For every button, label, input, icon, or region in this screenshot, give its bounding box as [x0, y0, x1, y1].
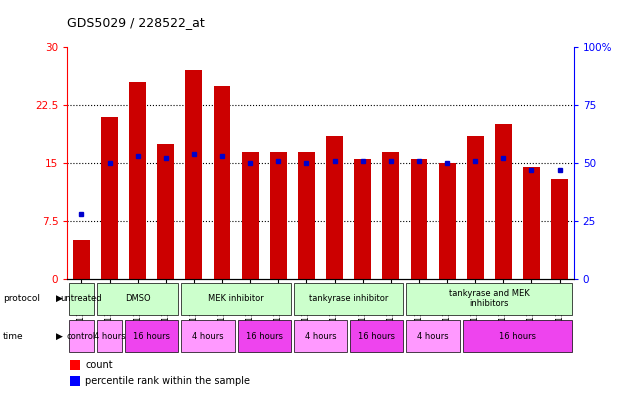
Bar — [69, 320, 94, 352]
Text: MEK inhibitor: MEK inhibitor — [208, 294, 264, 303]
Text: 16 hours: 16 hours — [246, 332, 283, 340]
Text: time: time — [3, 332, 24, 340]
Bar — [69, 283, 94, 314]
Text: 16 hours: 16 hours — [358, 332, 395, 340]
Bar — [406, 320, 460, 352]
Bar — [467, 136, 484, 279]
Bar — [294, 320, 347, 352]
Bar — [97, 283, 178, 314]
Bar — [181, 320, 235, 352]
Text: 16 hours: 16 hours — [133, 332, 171, 340]
Bar — [523, 167, 540, 279]
Text: 4 hours: 4 hours — [304, 332, 337, 340]
Bar — [463, 320, 572, 352]
Bar — [383, 151, 399, 279]
Bar — [97, 320, 122, 352]
Bar — [294, 283, 403, 314]
Bar — [129, 82, 146, 279]
Text: percentile rank within the sample: percentile rank within the sample — [85, 376, 250, 386]
Bar — [157, 144, 174, 279]
Text: untreated: untreated — [60, 294, 102, 303]
Bar — [181, 283, 291, 314]
Bar — [238, 320, 291, 352]
Text: count: count — [85, 360, 113, 370]
Text: control: control — [67, 332, 96, 340]
Bar — [213, 86, 231, 279]
Text: 4 hours: 4 hours — [417, 332, 449, 340]
Text: 4 hours: 4 hours — [192, 332, 224, 340]
Text: protocol: protocol — [3, 294, 40, 303]
Bar — [242, 151, 258, 279]
Text: tankyrase and MEK
inhibitors: tankyrase and MEK inhibitors — [449, 289, 529, 309]
Text: 16 hours: 16 hours — [499, 332, 536, 340]
Bar — [326, 136, 343, 279]
Text: tankyrase inhibitor: tankyrase inhibitor — [309, 294, 388, 303]
Bar — [406, 283, 572, 314]
Bar — [185, 70, 203, 279]
Text: GDS5029 / 228522_at: GDS5029 / 228522_at — [67, 16, 205, 29]
Text: 4 hours: 4 hours — [94, 332, 126, 340]
Text: ▶: ▶ — [56, 332, 63, 340]
Bar — [495, 125, 512, 279]
Bar — [354, 159, 371, 279]
Text: DMSO: DMSO — [125, 294, 151, 303]
Bar — [70, 360, 80, 370]
Bar — [410, 159, 428, 279]
Text: ▶: ▶ — [56, 294, 63, 303]
Bar — [298, 151, 315, 279]
Bar — [551, 178, 568, 279]
Bar — [101, 117, 118, 279]
Bar — [70, 376, 80, 386]
Bar — [73, 241, 90, 279]
Bar — [438, 163, 456, 279]
Bar — [350, 320, 403, 352]
Bar — [125, 320, 178, 352]
Bar — [270, 151, 287, 279]
